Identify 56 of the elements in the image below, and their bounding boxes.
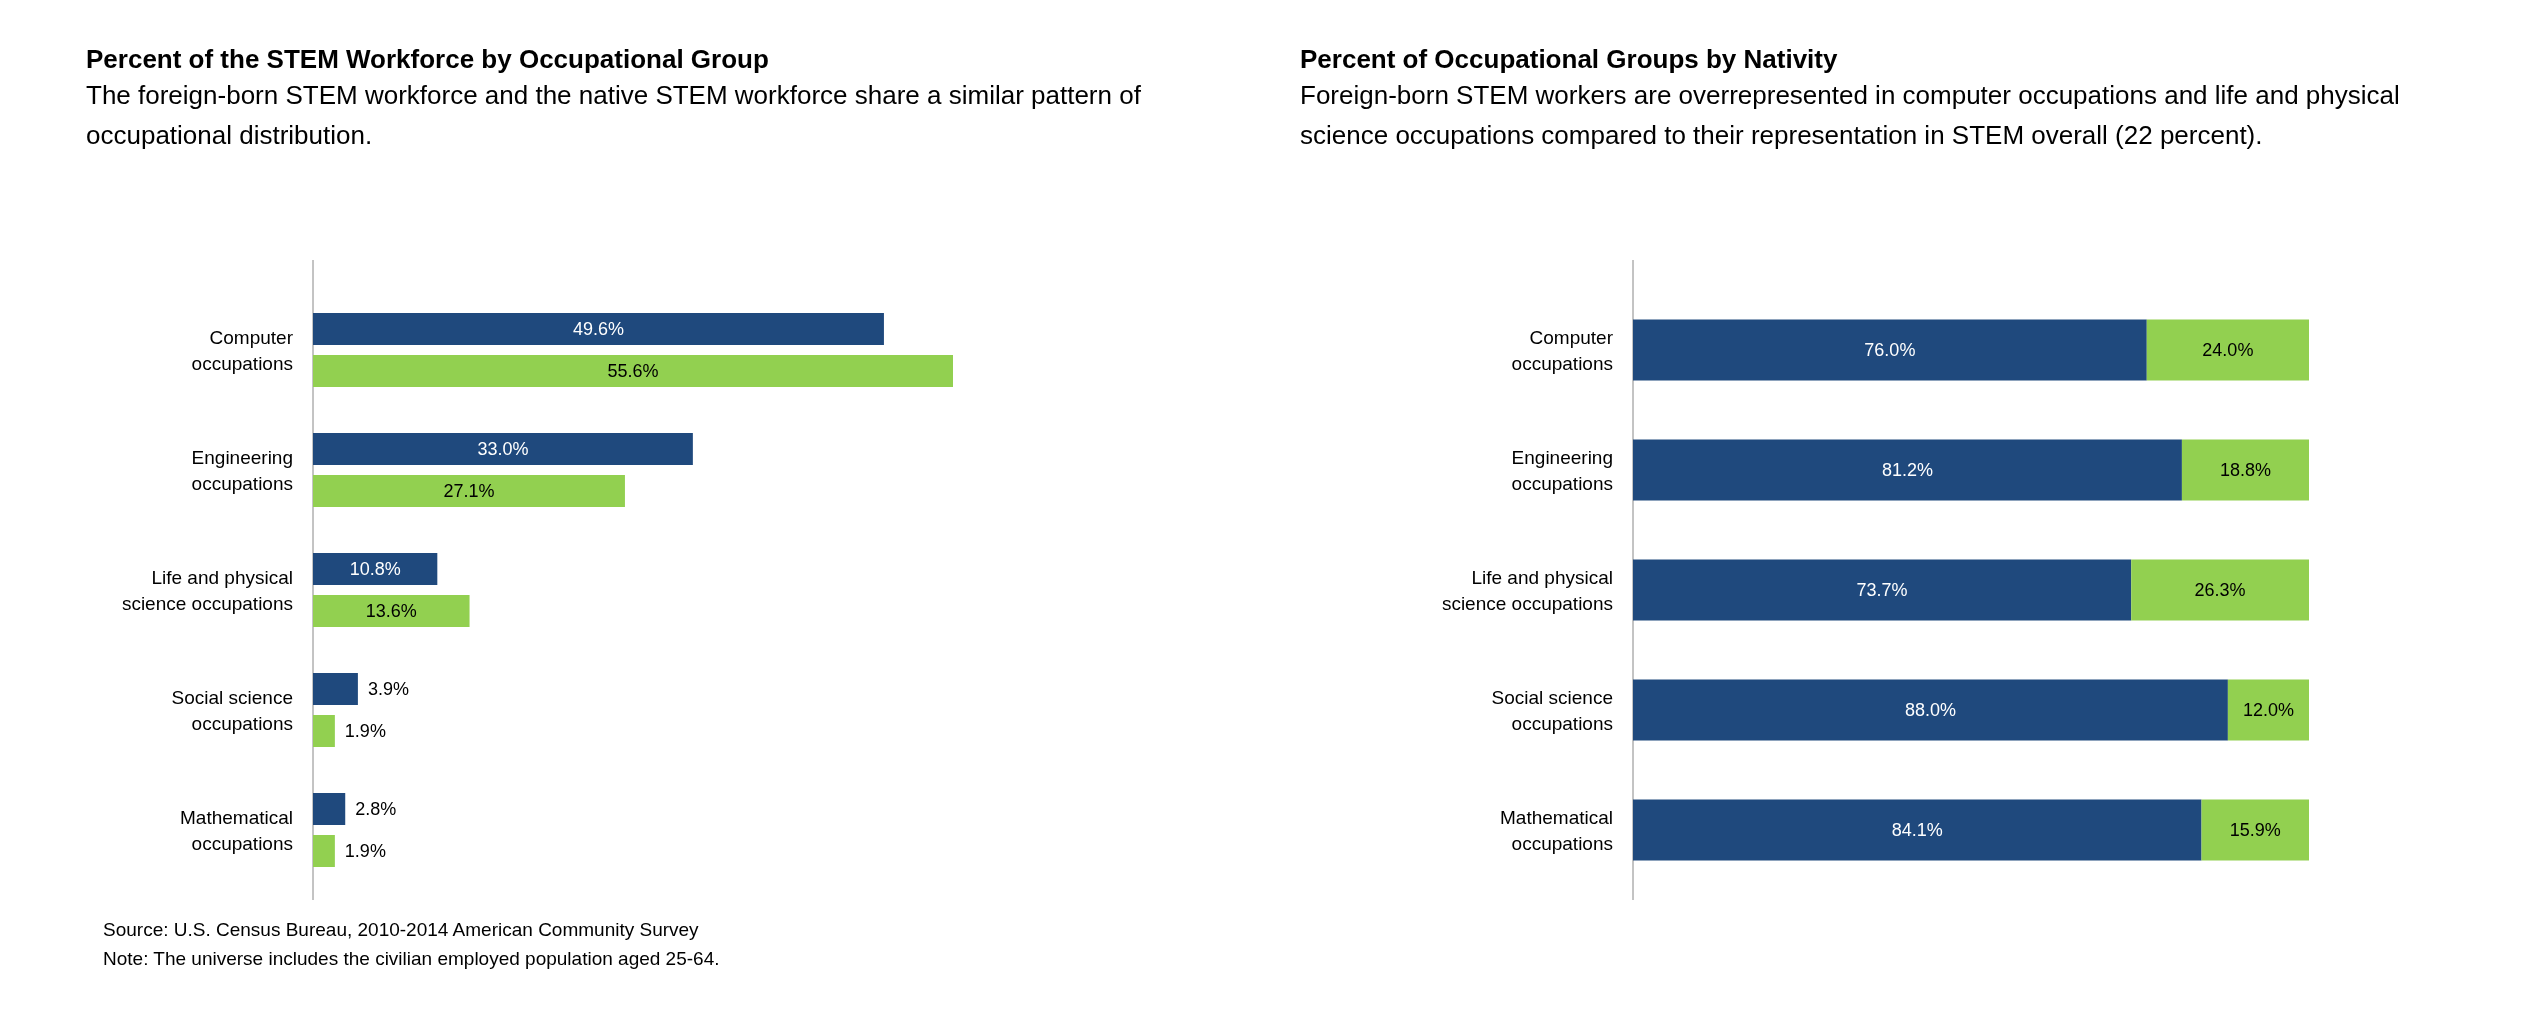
bar bbox=[2227, 679, 2309, 741]
y-tick-label: Computer occupations bbox=[1511, 326, 1614, 374]
bar bbox=[313, 313, 884, 345]
data-label: 2.8% bbox=[355, 799, 397, 820]
bar bbox=[313, 553, 438, 585]
bar bbox=[1633, 679, 2228, 741]
data-label: 73.7% bbox=[1856, 580, 1908, 601]
y-tick-label: Computer occupations bbox=[191, 326, 294, 374]
y-tick-label: Life and physical science occupations bbox=[121, 566, 293, 614]
source-note: Source: U.S. Census Bureau, 2010-2014 American Community Survey bbox=[102, 918, 700, 942]
data-label: 1.9% bbox=[344, 841, 386, 862]
bar bbox=[313, 355, 953, 387]
data-label: 49.6% bbox=[572, 319, 624, 340]
bar bbox=[2131, 559, 2309, 621]
data-label: 15.9% bbox=[2229, 820, 2281, 841]
y-tick-label: Engineering occupations bbox=[1511, 446, 1613, 494]
data-label: 12.0% bbox=[2242, 700, 2294, 721]
bar bbox=[1633, 799, 2202, 861]
y-tick-label: Mathematical occupations bbox=[1500, 806, 1613, 854]
chart-subtitle: Foreign-born STEM workers are overrepresented in computer occupations and life and physical science occupations compared to their representation in STEM overall (22 percent). bbox=[1300, 79, 2401, 152]
y-tick-label: Mathematical occupations bbox=[180, 806, 293, 854]
data-label: 26.3% bbox=[2194, 580, 2246, 601]
data-label: 81.2% bbox=[1881, 460, 1933, 481]
data-label: 88.0% bbox=[1904, 700, 1956, 721]
data-label: 3.9% bbox=[367, 679, 409, 700]
bar bbox=[2181, 439, 2309, 501]
bar bbox=[313, 793, 346, 825]
data-label: 10.8% bbox=[349, 559, 401, 580]
y-tick-label: Engineering occupations bbox=[191, 446, 293, 494]
y-tick-label: Social science occupations bbox=[171, 686, 293, 734]
bar bbox=[313, 595, 470, 627]
bar bbox=[313, 715, 335, 747]
data-label: 76.0% bbox=[1864, 340, 1916, 361]
data-label: 24.0% bbox=[2202, 340, 2254, 361]
bar bbox=[1633, 559, 2132, 621]
data-label: 1.9% bbox=[344, 721, 386, 742]
data-label: 13.6% bbox=[365, 601, 417, 622]
bar bbox=[2201, 799, 2309, 861]
bar bbox=[313, 475, 625, 507]
chart-subtitle: The foreign-born STEM workforce and the native STEM workforce share a similar pattern of occupational distribution. bbox=[86, 79, 1142, 152]
chart-title: Percent of Occupational Groups by Nativity bbox=[1300, 44, 1839, 75]
data-label: 18.8% bbox=[2219, 460, 2271, 481]
data-label: 55.6% bbox=[607, 361, 659, 382]
data-label: 27.1% bbox=[443, 481, 495, 502]
bar bbox=[1633, 439, 2182, 501]
text: Note: The universe includes the civilian employed population aged 25-64. bbox=[102, 947, 721, 971]
chart-title: Percent of the STEM Workforce by Occupational Group bbox=[86, 44, 770, 75]
bar bbox=[313, 673, 358, 705]
data-label: 33.0% bbox=[477, 439, 529, 460]
bar bbox=[313, 835, 335, 867]
data-label: 84.1% bbox=[1891, 820, 1943, 841]
y-tick-label: Life and physical science occupations bbox=[1441, 566, 1613, 614]
bar bbox=[1633, 319, 2147, 381]
bar bbox=[2146, 319, 2309, 381]
y-tick-label: Social science occupations bbox=[1491, 686, 1613, 734]
bar bbox=[313, 433, 693, 465]
